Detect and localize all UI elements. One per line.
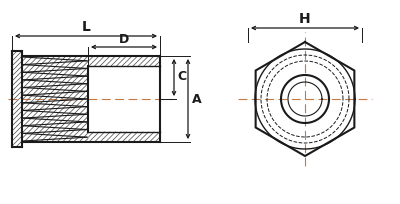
Text: A: A <box>192 93 202 106</box>
Text: H: H <box>299 12 311 26</box>
Text: C: C <box>177 70 186 83</box>
Text: L: L <box>82 20 90 34</box>
Text: D: D <box>119 33 129 46</box>
